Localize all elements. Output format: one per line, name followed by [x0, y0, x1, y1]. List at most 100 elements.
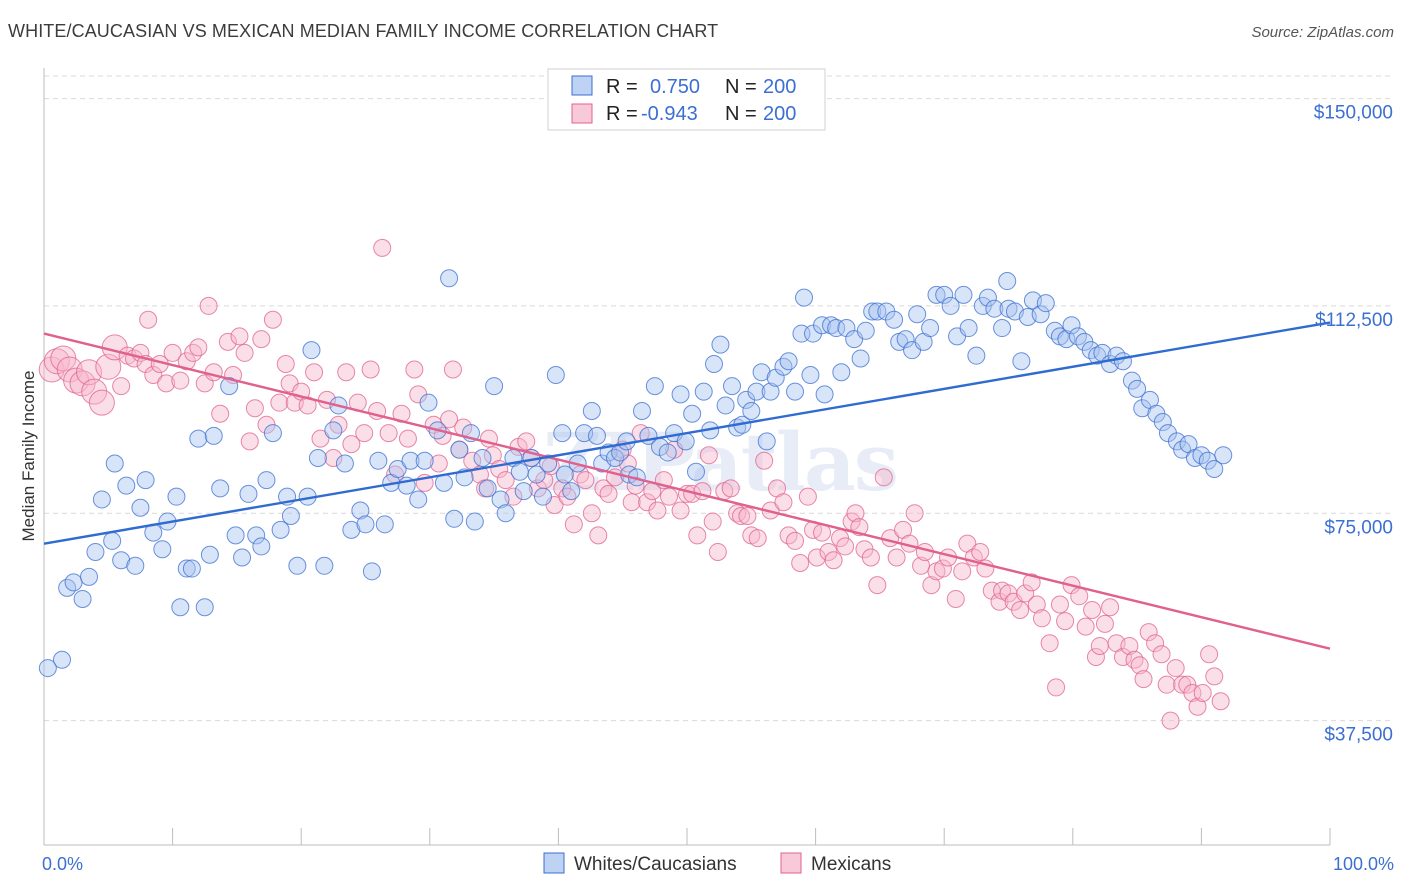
whites-point: [533, 487, 552, 506]
whites-point: [491, 490, 510, 509]
mexicans-point: [738, 507, 757, 526]
legend-r-value-whites: 0.750: [650, 76, 700, 98]
mexicans-point: [1047, 678, 1066, 697]
whites-point: [177, 559, 196, 578]
mexicans-point: [648, 501, 667, 520]
mexicans-point: [1050, 595, 1069, 614]
whites-point: [204, 426, 223, 445]
mexicans-point: [922, 576, 941, 595]
mexicans-point: [324, 448, 343, 467]
mexicans-point: [659, 487, 678, 506]
whites-point: [263, 424, 282, 443]
whites-point: [605, 448, 624, 467]
whites-point: [514, 482, 533, 501]
mexicans-point: [204, 363, 223, 382]
whites-point: [908, 305, 927, 324]
mexicans-point: [405, 360, 424, 379]
correlation-legend: R = 0.750 N = 200 R = -0.943 N = 200: [547, 68, 826, 131]
whites-point: [1128, 379, 1147, 398]
whites-point: [80, 567, 99, 586]
whites-point: [288, 556, 307, 575]
mexicans-point: [846, 504, 865, 523]
mexicans-point: [1022, 573, 1041, 592]
whites-points: [38, 269, 1233, 678]
whites-point: [342, 520, 361, 539]
mexicans-point: [305, 363, 324, 382]
y-tick-label: $112,500: [1315, 310, 1393, 331]
whites-point: [757, 432, 776, 451]
whites-point: [92, 490, 111, 509]
bottom-legend-swatch-whites: [543, 852, 565, 874]
whites-trend-line: [43, 321, 1331, 545]
whites-point: [496, 504, 515, 523]
mexicans-point: [1056, 612, 1075, 631]
whites-point: [117, 476, 136, 495]
whites-point: [827, 319, 846, 338]
whites-point: [716, 396, 735, 415]
mexicans-point: [171, 371, 190, 390]
mexicans-point: [971, 542, 990, 561]
whites-point: [153, 540, 172, 559]
whites-point: [1153, 413, 1172, 432]
mexicans-point: [1113, 648, 1132, 667]
legend-box: [547, 68, 826, 131]
whites-point: [445, 509, 464, 528]
whites-point: [112, 551, 131, 570]
whites-point: [465, 512, 484, 531]
whites-point: [38, 659, 57, 678]
mexicans-point: [218, 332, 237, 351]
whites-point: [795, 288, 814, 307]
whites-point: [450, 440, 469, 459]
mexicans-point: [144, 366, 163, 385]
y-axis-label: Median Family Income: [19, 370, 38, 541]
mexicans-point: [184, 343, 203, 362]
whites-point: [671, 385, 690, 404]
mexicans-point: [1139, 623, 1158, 642]
chart-title: WHITE/CAUCASIAN VS MEXICAN MEDIAN FAMILY…: [8, 21, 719, 41]
whites-point: [257, 471, 276, 490]
mexicans-point: [211, 404, 230, 423]
mexicans-point: [1032, 609, 1051, 628]
whites-point: [582, 401, 601, 420]
whites-point: [369, 451, 388, 470]
whites-point: [694, 382, 713, 401]
whites-point: [868, 302, 887, 321]
mexicans-point: [564, 515, 583, 534]
mexicans-point: [342, 435, 361, 454]
whites-point: [546, 366, 565, 385]
whites-point: [632, 401, 651, 420]
mexicans-point: [1211, 692, 1230, 711]
whites-point: [711, 335, 730, 354]
whites-point: [587, 426, 606, 445]
whites-point: [356, 515, 375, 534]
mexicans-point: [1101, 598, 1120, 617]
mexicans-point: [933, 559, 952, 578]
mexicans-point: [252, 330, 271, 349]
mexicans-point: [245, 399, 264, 418]
mexicans-point: [946, 589, 965, 608]
whites-point: [233, 548, 252, 567]
whites-point: [105, 454, 124, 473]
mexicans-point: [139, 310, 158, 329]
mexicans-point: [1086, 648, 1105, 667]
mexicans-point: [263, 310, 282, 329]
y-tick-label: $37,500: [1324, 725, 1393, 746]
watermark: ZIPatlas: [543, 415, 897, 509]
whites-point: [419, 393, 438, 412]
mexicans-point: [517, 432, 536, 451]
mexicans-point: [230, 327, 249, 346]
whites-point: [863, 302, 882, 321]
mexicans-point: [1040, 634, 1059, 653]
whites-point: [478, 479, 497, 498]
whites-point: [658, 443, 677, 462]
whites-point: [645, 377, 664, 396]
mexicans-point: [1027, 595, 1046, 614]
y-tick-label: $150,000: [1314, 103, 1393, 124]
whites-point: [200, 545, 219, 564]
whites-point: [993, 319, 1012, 338]
whites-point: [832, 363, 851, 382]
whites-point: [103, 531, 122, 550]
mexicans-point: [1130, 656, 1149, 675]
mexicans-point: [361, 360, 380, 379]
whites-point: [195, 598, 214, 617]
